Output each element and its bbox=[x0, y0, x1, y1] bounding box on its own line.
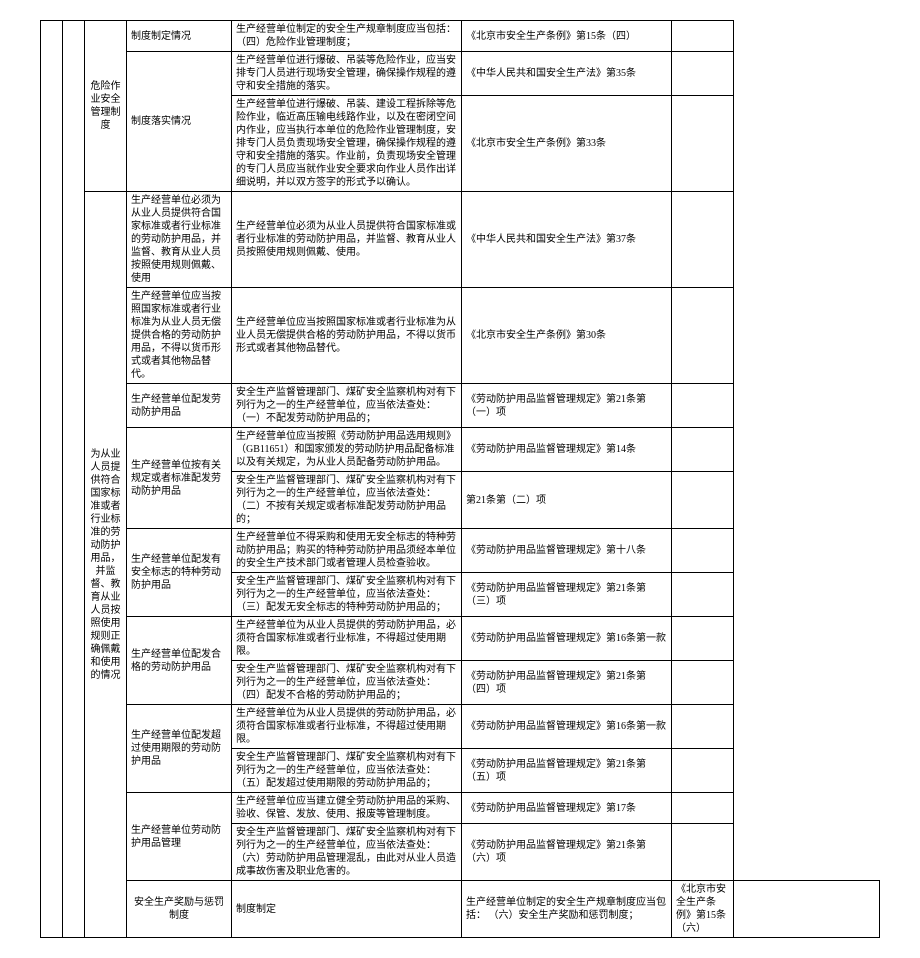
basis-cell: 《北京市安全生产条例》第33条 bbox=[462, 96, 672, 192]
item-cell: 生产经营单位配发有安全标志的特种劳动防护用品 bbox=[127, 529, 232, 617]
col-g-blank bbox=[672, 661, 734, 705]
category-cell: 为从业人员提供符合国家标准或者行业标准的劳动防护用品，并监督、教育从业人员按照使… bbox=[85, 192, 127, 938]
table-row: 危险作业安全管理制度制度制定情况生产经营单位制定的安全生产规章制度应当包括： （… bbox=[41, 21, 880, 52]
requirement-cell: 生产经营单位不得采购和使用无安全标志的特种劳动防护用品；购买的特种劳动防护用品须… bbox=[232, 529, 462, 573]
basis-cell: 《劳动防护用品监督管理规定》第17条 bbox=[462, 793, 672, 824]
item-cell: 生产经营单位必须为从业人员提供符合国家标准或者行业标准的劳动防护用品，并监督、教… bbox=[127, 192, 232, 288]
col-g-blank bbox=[672, 384, 734, 428]
table-row: 制度落实情况生产经营单位进行爆破、吊装等危险作业，应当安排专门人员进行现场安全管… bbox=[41, 52, 880, 96]
basis-cell: 《劳动防护用品监督管理规定》第16条第一款 bbox=[462, 617, 672, 661]
requirement-cell: 安全生产监督管理部门、煤矿安全监察机构对有下列行为之一的生产经营单位，应当依法查… bbox=[232, 749, 462, 793]
basis-cell: 《北京市安全生产条例》第30条 bbox=[462, 288, 672, 384]
requirement-cell: 生产经营单位进行爆破、吊装、建设工程拆除等危险作业，临近高压输电线路作业，以及在… bbox=[232, 96, 462, 192]
col-b-blank bbox=[63, 21, 85, 938]
col-g-blank bbox=[672, 428, 734, 472]
basis-cell: 《劳动防护用品监督管理规定》第21条第（六）项 bbox=[462, 824, 672, 881]
item-cell: 生产经营单位劳动防护用品管理 bbox=[127, 793, 232, 881]
item-cell: 生产经营单位配发合格的劳动防护用品 bbox=[127, 617, 232, 705]
requirement-cell: 安全生产监督管理部门、煤矿安全监察机构对有下列行为之一的生产经营单位，应当依法查… bbox=[232, 824, 462, 881]
item-cell: 生产经营单位按有关规定或者标准配发劳动防护用品 bbox=[127, 428, 232, 529]
requirement-cell: 生产经营单位应当按照《劳动防护用品选用规则》（GB11651）和国家颁发的劳动防… bbox=[232, 428, 462, 472]
basis-cell: 《劳动防护用品监督管理规定》第十八条 bbox=[462, 529, 672, 573]
item-cell: 制度落实情况 bbox=[127, 52, 232, 192]
category-cell: 危险作业安全管理制度 bbox=[85, 21, 127, 192]
basis-cell: 《劳动防护用品监督管理规定》第21条第（四）项 bbox=[462, 661, 672, 705]
col-g-blank bbox=[672, 96, 734, 192]
table-row: 生产经营单位配发劳动防护用品安全生产监督管理部门、煤矿安全监察机构对有下列行为之… bbox=[41, 384, 880, 428]
basis-cell: 《劳动防护用品监督管理规定》第14条 bbox=[462, 428, 672, 472]
requirement-cell: 安全生产监督管理部门、煤矿安全监察机构对有下列行为之一的生产经营单位，应当依法查… bbox=[232, 472, 462, 529]
requirement-cell: 生产经营单位进行爆破、吊装等危险作业，应当安排专门人员进行现场安全管理，确保操作… bbox=[232, 52, 462, 96]
table-row: 为从业人员提供符合国家标准或者行业标准的劳动防护用品，并监督、教育从业人员按照使… bbox=[41, 192, 880, 288]
table-row: 生产经营单位按有关规定或者标准配发劳动防护用品生产经营单位应当按照《劳动防护用品… bbox=[41, 428, 880, 472]
col-a-blank bbox=[41, 21, 63, 938]
regulation-table: 危险作业安全管理制度制度制定情况生产经营单位制定的安全生产规章制度应当包括： （… bbox=[40, 20, 880, 938]
basis-cell: 《劳动防护用品监督管理规定》第21条第（三）项 bbox=[462, 573, 672, 617]
item-cell: 制度制定情况 bbox=[127, 21, 232, 52]
requirement-cell: 生产经营单位制定的安全生产规章制度应当包括： （六）安全生产奖励和惩罚制度； bbox=[462, 881, 672, 938]
table-row: 生产经营单位应当按照国家标准或者行业标准为从业人员无偿提供合格的劳动防护用品，不… bbox=[41, 288, 880, 384]
col-g-blank bbox=[672, 472, 734, 529]
item-cell: 生产经营单位配发超过使用期限的劳动防护用品 bbox=[127, 705, 232, 793]
col-g-blank bbox=[734, 881, 880, 938]
col-g-blank bbox=[672, 288, 734, 384]
basis-cell: 《中华人民共和国安全生产法》第37条 bbox=[462, 192, 672, 288]
basis-cell: 《北京市安全生产条例》第15条（四） bbox=[462, 21, 672, 52]
col-g-blank bbox=[672, 824, 734, 881]
requirement-cell: 生产经营单位必须为从业人员提供符合国家标准或者行业标准的劳动防护用品，并监督、教… bbox=[232, 192, 462, 288]
basis-cell: 《劳动防护用品监督管理规定》第21条第（五）项 bbox=[462, 749, 672, 793]
table-row: 生产经营单位配发超过使用期限的劳动防护用品生产经营单位为从业人员提供的劳动防护用… bbox=[41, 705, 880, 749]
col-g-blank bbox=[672, 617, 734, 661]
requirement-cell: 生产经营单位应当按照国家标准或者行业标准为从业人员无偿提供合格的劳动防护用品，不… bbox=[232, 288, 462, 384]
col-g-blank bbox=[672, 749, 734, 793]
col-g-blank bbox=[672, 52, 734, 96]
basis-cell: 《中华人民共和国安全生产法》第35条 bbox=[462, 52, 672, 96]
col-g-blank bbox=[672, 192, 734, 288]
col-g-blank bbox=[672, 705, 734, 749]
requirement-cell: 生产经营单位为从业人员提供的劳动防护用品，必须符合国家标准或者行业标准，不得超过… bbox=[232, 705, 462, 749]
requirement-cell: 生产经营单位为从业人员提供的劳动防护用品，必须符合国家标准或者行业标准，不得超过… bbox=[232, 617, 462, 661]
basis-cell: 《劳动防护用品监督管理规定》第21条第（一）项 bbox=[462, 384, 672, 428]
category-cell: 安全生产奖励与惩罚制度 bbox=[127, 881, 232, 938]
col-g-blank bbox=[672, 21, 734, 52]
table-row: 生产经营单位配发有安全标志的特种劳动防护用品生产经营单位不得采购和使用无安全标志… bbox=[41, 529, 880, 573]
requirement-cell: 安全生产监督管理部门、煤矿安全监察机构对有下列行为之一的生产经营单位，应当依法查… bbox=[232, 573, 462, 617]
col-g-blank bbox=[672, 573, 734, 617]
table-row: 生产经营单位劳动防护用品管理生产经营单位应当建立健全劳动防护用品的采购、验收、保… bbox=[41, 793, 880, 824]
item-cell: 生产经营单位配发劳动防护用品 bbox=[127, 384, 232, 428]
requirement-cell: 生产经营单位应当建立健全劳动防护用品的采购、验收、保管、发放、使用、报废等管理制… bbox=[232, 793, 462, 824]
requirement-cell: 安全生产监督管理部门、煤矿安全监察机构对有下列行为之一的生产经营单位，应当依法查… bbox=[232, 384, 462, 428]
col-g-blank bbox=[672, 793, 734, 824]
requirement-cell: 安全生产监督管理部门、煤矿安全监察机构对有下列行为之一的生产经营单位，应当依法查… bbox=[232, 661, 462, 705]
basis-cell: 《北京市安全生产条例》第15条（六） bbox=[672, 881, 734, 938]
item-cell: 制度制定 bbox=[232, 881, 462, 938]
item-cell: 生产经营单位应当按照国家标准或者行业标准为从业人员无偿提供合格的劳动防护用品，不… bbox=[127, 288, 232, 384]
basis-cell: 第21条第（二）项 bbox=[462, 472, 672, 529]
col-g-blank bbox=[672, 529, 734, 573]
table-row: 安全生产奖励与惩罚制度制度制定生产经营单位制定的安全生产规章制度应当包括： （六… bbox=[41, 881, 880, 938]
requirement-cell: 生产经营单位制定的安全生产规章制度应当包括： （四）危险作业管理制度； bbox=[232, 21, 462, 52]
table-row: 生产经营单位配发合格的劳动防护用品生产经营单位为从业人员提供的劳动防护用品，必须… bbox=[41, 617, 880, 661]
basis-cell: 《劳动防护用品监督管理规定》第16条第一款 bbox=[462, 705, 672, 749]
